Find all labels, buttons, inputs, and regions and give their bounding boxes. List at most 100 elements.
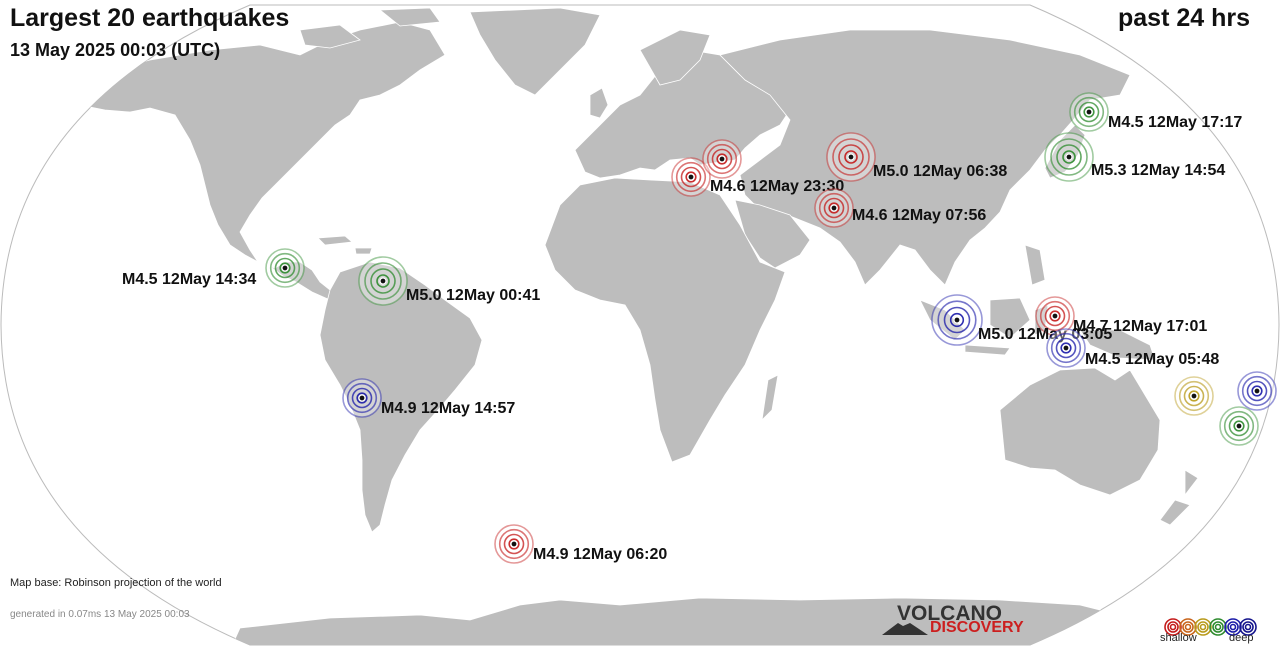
volcano-discovery-logo[interactable]: VOLCANO DISCOVERY [880, 602, 1040, 642]
quake-ring [949, 312, 965, 328]
quake-label: M4.6 12May 07:56 [852, 207, 986, 224]
quake-epicenter [830, 204, 838, 212]
quake-ring [1049, 310, 1061, 322]
quake-ring [1183, 385, 1205, 407]
quake-ring [706, 143, 738, 175]
quake-ring [1188, 390, 1200, 402]
asia-landmass [719, 29, 1131, 286]
quake-epicenter [1065, 153, 1073, 161]
new-zealand-landmass [1159, 469, 1199, 526]
quake-label: M4.9 12May 14:57 [381, 400, 515, 417]
legend-depth-swatch [1224, 618, 1242, 636]
quake-ring [346, 382, 378, 414]
map-title: Largest 20 earthquakes [10, 4, 290, 32]
quake-ring [364, 262, 402, 300]
legend-shallow-label: shallow [1160, 632, 1197, 644]
sumatra-landmass [919, 299, 966, 341]
quake-label: M4.6 12May 23:30 [710, 178, 844, 195]
quake-ring [274, 257, 296, 279]
earthquake-marker[interactable] [1069, 92, 1109, 132]
quake-ring [838, 144, 864, 170]
quake-label: M4.7 12May 17:01 [1073, 318, 1207, 335]
philippines-landmass [1024, 244, 1046, 286]
quake-ring [1055, 337, 1077, 359]
earthquake-marker[interactable] [1046, 328, 1086, 368]
quake-ring [937, 300, 977, 340]
earthquake-marker[interactable] [358, 256, 408, 306]
quake-ring [828, 202, 840, 214]
quake-epicenter [1190, 392, 1198, 400]
quake-ring [1246, 380, 1268, 402]
legend-depth-swatch [1194, 618, 1212, 636]
java-landmass [964, 344, 1011, 356]
quake-ring [351, 387, 373, 409]
quake-ring [370, 268, 396, 294]
earthquake-marker[interactable] [671, 157, 711, 197]
south-america-landmass [319, 261, 483, 533]
quake-ring [376, 274, 390, 288]
arctic-islands [299, 7, 441, 49]
quake-label: M5.3 12May 14:54 [1091, 162, 1225, 179]
quake-ring [1178, 380, 1210, 412]
land-masses [38, 7, 1199, 645]
quake-epicenter [1085, 108, 1093, 116]
earthquake-marker[interactable] [1035, 296, 1075, 336]
earthquake-marker[interactable] [826, 132, 876, 182]
legend-deep-label: deep [1229, 632, 1254, 644]
logo-volcano-text: VOLCANO [897, 602, 1002, 625]
time-period-label: past 24 hrs [1117, 4, 1250, 32]
quake-epicenter [1051, 312, 1059, 320]
borneo-landmass [989, 297, 1031, 339]
quake-epicenter [358, 394, 366, 402]
quake-epicenter [953, 316, 961, 324]
earthquake-marker[interactable] [265, 248, 305, 288]
quake-ring [503, 533, 525, 555]
earthquake-marker[interactable] [1044, 132, 1094, 182]
logo-discovery-text: DISCOVERY [930, 619, 1024, 636]
japan-landmass [1044, 124, 1086, 179]
quake-ring [685, 171, 697, 183]
quake-epicenter [847, 153, 855, 161]
quake-epicenter [718, 155, 726, 163]
earthquake-marker[interactable] [931, 294, 983, 346]
earthquake-marker[interactable] [342, 378, 382, 418]
greenland-landmass [469, 7, 601, 96]
africa-landmass [544, 177, 786, 463]
quake-ring [356, 392, 368, 404]
earthquake-marker[interactable] [1174, 376, 1214, 416]
legend-depth-swatch [1239, 618, 1257, 636]
quake-ring [1073, 96, 1105, 128]
quake-ring [832, 138, 870, 176]
legend-depth-swatch [1164, 618, 1182, 636]
quake-ring [711, 148, 733, 170]
quake-ring [844, 150, 858, 164]
quake-epicenter [281, 264, 289, 272]
earthquake-marker[interactable] [1237, 371, 1277, 411]
earthquake-marker[interactable] [494, 524, 534, 564]
earthquake-marker[interactable] [702, 139, 742, 179]
europe-landmass [574, 49, 791, 179]
madagascar-landmass [761, 374, 779, 422]
quake-ring [943, 306, 971, 334]
caribbean-islands [317, 235, 373, 255]
quake-epicenter [1253, 387, 1261, 395]
quake-ring [1050, 332, 1082, 364]
quake-label: M5.0 12May 06:38 [873, 163, 1007, 180]
quake-ring [1062, 150, 1076, 164]
quake-ring [498, 528, 530, 560]
legend-depth-swatch [1209, 618, 1227, 636]
quake-ring [1233, 420, 1245, 432]
earthquake-marker[interactable] [814, 188, 854, 228]
quake-label: M4.5 12May 14:34 [122, 271, 256, 288]
australia-landmass [999, 367, 1161, 496]
uk-landmass [589, 87, 609, 119]
quake-label: M4.9 12May 06:20 [533, 546, 667, 563]
earthquake-marker[interactable] [1219, 406, 1259, 446]
quake-ring [680, 166, 702, 188]
quake-ring [1083, 106, 1095, 118]
quake-epicenter [510, 540, 518, 548]
quake-ring [1241, 375, 1273, 407]
scandinavia-landmass [639, 29, 711, 86]
quake-ring [1251, 385, 1263, 397]
